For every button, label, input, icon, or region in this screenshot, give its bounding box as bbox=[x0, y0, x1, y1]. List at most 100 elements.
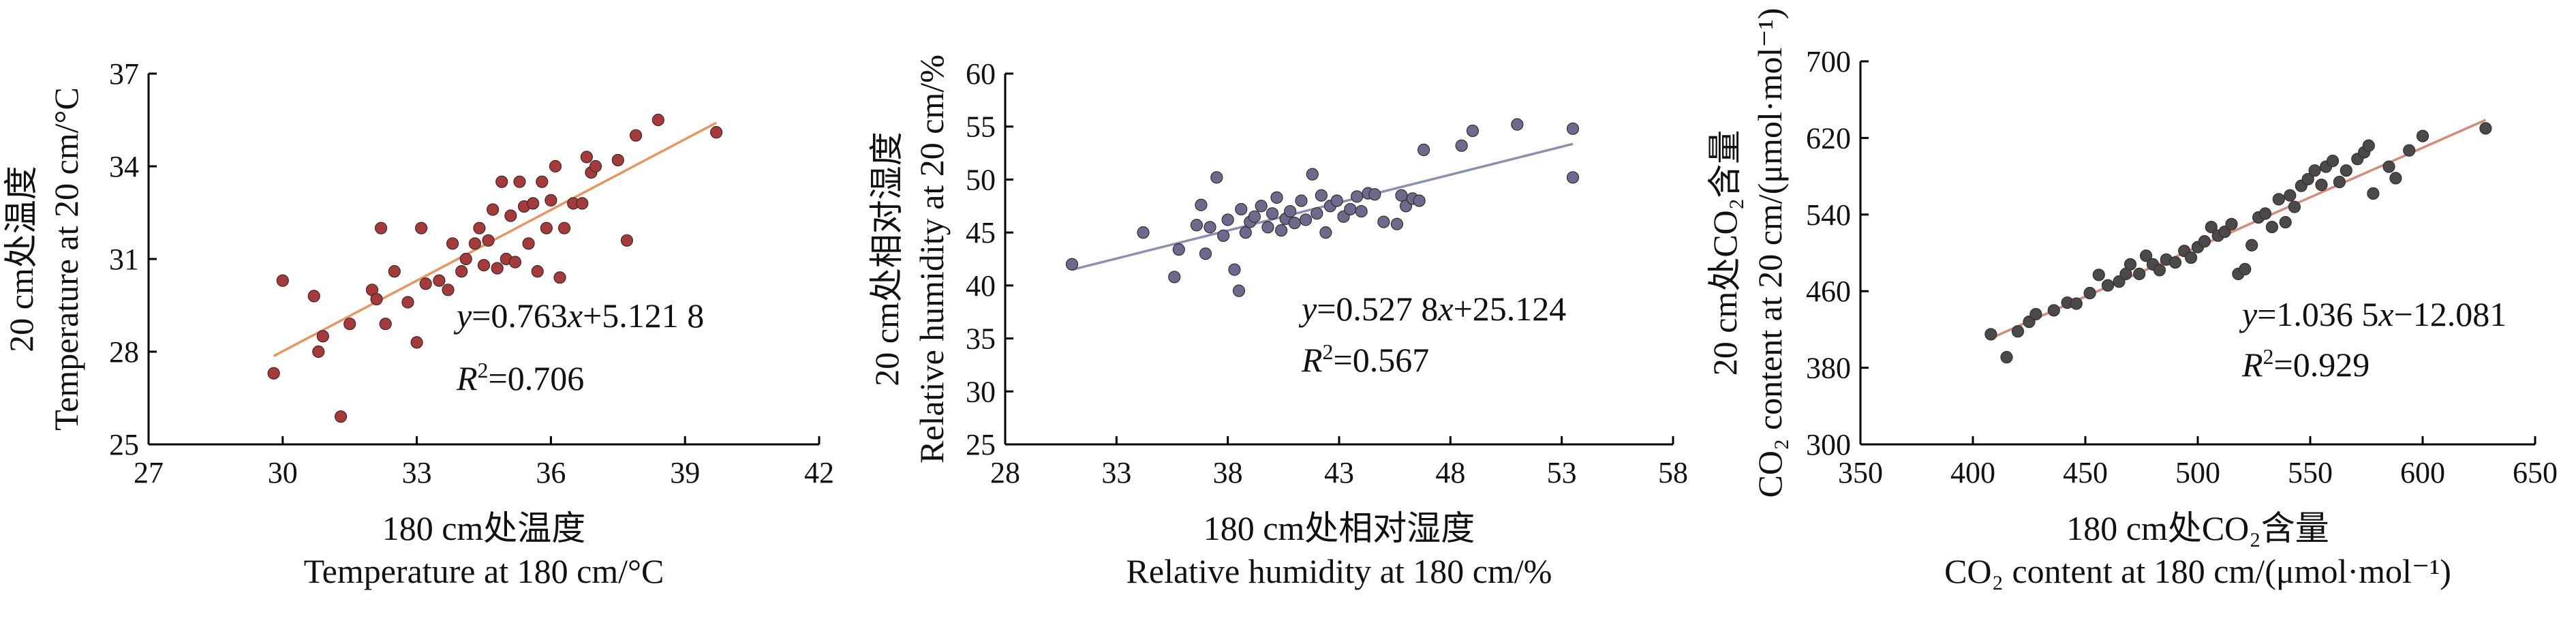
data-point bbox=[267, 367, 280, 380]
data-point bbox=[1239, 226, 1252, 239]
data-point bbox=[2185, 251, 2198, 264]
data-point bbox=[2416, 129, 2429, 142]
data-point bbox=[2367, 187, 2380, 200]
data-point bbox=[2272, 193, 2285, 206]
y-tick-label: 540 bbox=[1806, 198, 1851, 232]
x-tick-label: 58 bbox=[1658, 456, 1688, 489]
data-point bbox=[1330, 194, 1343, 207]
data-point bbox=[1566, 171, 1580, 184]
data-point bbox=[1344, 202, 1357, 216]
x-tick-label: 30 bbox=[268, 456, 298, 489]
equation-part: y bbox=[453, 296, 472, 335]
y-axis-title-line-1: 20 cm处相对湿度 bbox=[868, 132, 906, 386]
data-point bbox=[553, 271, 566, 284]
chart-2: 28 33 38 43 48 53 58 25 30 35 40 45 50 55 60 y=0.527 8x… bbox=[868, 55, 1688, 590]
data-point bbox=[1455, 139, 1468, 152]
data-point bbox=[2279, 215, 2292, 229]
equation-part: x bbox=[2378, 295, 2393, 333]
data-point bbox=[2382, 160, 2395, 173]
data-point bbox=[629, 129, 643, 142]
data-point bbox=[1377, 215, 1390, 228]
data-point bbox=[1217, 229, 1230, 242]
x-tick-label: 39 bbox=[670, 456, 700, 489]
data-point bbox=[433, 274, 446, 287]
data-point bbox=[1284, 204, 1297, 218]
data-point bbox=[482, 234, 495, 247]
x-axis-title-line-2: Temperature at 180 cm/°C bbox=[304, 552, 664, 590]
x-tick-label: 350 bbox=[1838, 456, 1883, 489]
data-point bbox=[1310, 207, 1323, 220]
data-point bbox=[504, 209, 517, 222]
x-axis-title-line-1: 180 cm处CO₂含量 bbox=[2066, 509, 2329, 547]
data-point bbox=[401, 296, 414, 309]
x-tick-label: 27 bbox=[134, 456, 164, 489]
data-point bbox=[1355, 204, 1368, 218]
data-point bbox=[651, 113, 664, 127]
data-point bbox=[1566, 122, 1580, 135]
data-point bbox=[1248, 210, 1261, 223]
data-point bbox=[1270, 191, 1283, 204]
regression-equation: y=0.763x+5.121 8 bbox=[453, 296, 704, 335]
x-tick-label: 550 bbox=[2288, 456, 2333, 489]
data-point bbox=[540, 222, 553, 234]
data-point bbox=[1221, 213, 1234, 226]
data-point bbox=[312, 345, 325, 359]
data-point bbox=[2092, 269, 2105, 281]
data-point bbox=[2198, 235, 2211, 248]
y-tick-label: 700 bbox=[1806, 45, 1851, 78]
equation-part: x bbox=[567, 296, 583, 335]
data-point bbox=[1299, 213, 1313, 226]
data-point bbox=[1306, 168, 1319, 181]
x-tick-label: 450 bbox=[2063, 456, 2108, 489]
data-point bbox=[1195, 198, 1208, 211]
data-point bbox=[1190, 219, 1203, 232]
data-point bbox=[487, 203, 500, 216]
data-point bbox=[580, 151, 593, 164]
equation-part: +5.121 8 bbox=[583, 296, 704, 335]
data-point bbox=[491, 262, 504, 275]
y-tick-label: 300 bbox=[1806, 428, 1851, 461]
y-tick-label: 40 bbox=[966, 269, 996, 303]
data-point bbox=[2326, 155, 2340, 168]
data-point bbox=[2245, 239, 2258, 251]
data-point bbox=[2288, 200, 2301, 213]
data-point bbox=[1368, 188, 1381, 201]
data-point bbox=[2140, 249, 2153, 262]
data-point bbox=[2308, 164, 2321, 177]
data-point bbox=[370, 292, 383, 306]
data-point bbox=[419, 277, 432, 290]
data-point bbox=[1390, 217, 1404, 230]
x-tick-label: 38 bbox=[1213, 456, 1243, 489]
data-point bbox=[2315, 179, 2328, 192]
data-point bbox=[2284, 189, 2297, 202]
data-point bbox=[549, 159, 562, 173]
data-point bbox=[2083, 286, 2096, 300]
regression-equation: y=1.036 5x−12.081 bbox=[2239, 295, 2506, 333]
data-point bbox=[557, 222, 571, 234]
data-point bbox=[611, 153, 624, 167]
data-point bbox=[2333, 175, 2346, 189]
data-point bbox=[316, 330, 329, 343]
data-point bbox=[1315, 189, 1328, 202]
data-point bbox=[1511, 118, 1524, 131]
data-point bbox=[1319, 226, 1332, 239]
data-point bbox=[410, 336, 423, 349]
data-point bbox=[1137, 226, 1150, 239]
data-point bbox=[527, 197, 540, 210]
data-point bbox=[468, 237, 481, 250]
data-point bbox=[307, 290, 320, 303]
data-point bbox=[522, 237, 535, 250]
y-tick-label: 60 bbox=[966, 57, 996, 91]
y-axis-title-line-2: Temperature at 20 cm/°C bbox=[47, 87, 85, 431]
r2-symbol: R bbox=[1301, 341, 1323, 379]
chart-3: 350 400 450 500 550 600 650 300 380 460 540 620 700 y… bbox=[1706, 8, 2558, 590]
data-point bbox=[473, 222, 486, 234]
data-point bbox=[2047, 304, 2060, 317]
y-tick-label: 28 bbox=[109, 335, 139, 369]
y-axis-title-line-1: 20 cm处温度 bbox=[2, 166, 40, 352]
data-point bbox=[2258, 207, 2272, 220]
r2-value: =0.929 bbox=[2274, 346, 2370, 384]
data-point bbox=[2479, 122, 2492, 135]
data-point bbox=[2011, 325, 2025, 338]
r2-value: =0.567 bbox=[1334, 341, 1430, 379]
